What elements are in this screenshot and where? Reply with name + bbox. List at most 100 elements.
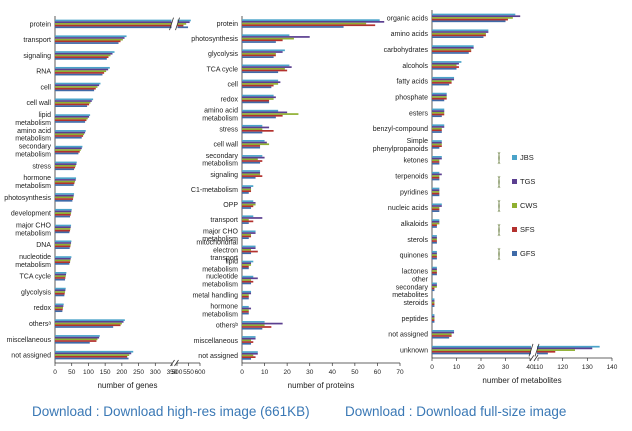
proteins-bar-cws [242, 309, 249, 312]
metabolites-bar-sfs [432, 145, 442, 148]
metabolites-bar-sfs [432, 82, 452, 84]
genes-bar-tgs [55, 194, 74, 197]
metabolites-bar-sfs [432, 256, 437, 258]
proteins-bar-jbs [242, 336, 256, 338]
genes-bar-jbs [55, 82, 101, 85]
metabolites-axis-break-mark [533, 354, 539, 362]
genes-bar-tgs [55, 163, 77, 165]
metabolites-bar-sfs [432, 161, 440, 163]
metabolites-bar-tgs [432, 126, 445, 128]
proteins-bar-sfs [242, 280, 254, 283]
genes-x-tick-label: 0 [53, 369, 57, 376]
proteins-bar-jbs [242, 155, 263, 157]
proteins-bar-tgs [242, 20, 385, 23]
proteins-bar-cws [242, 248, 252, 251]
genes-bar-gfs [55, 42, 119, 44]
genes-bar-gfs [55, 310, 63, 313]
proteins-bar-cws [242, 354, 254, 357]
metabolites-bar-gfs [432, 226, 437, 228]
proteins-bar-sfs [242, 160, 263, 162]
proteins-bar-tgs [242, 217, 263, 219]
proteins-bar-gfs [242, 71, 279, 74]
genes-bar-cws [55, 133, 85, 136]
metabolites-category-label: esters [409, 110, 429, 117]
metabolites-category-label: phosphate [395, 94, 428, 101]
proteins-category-label: metal handling [192, 293, 238, 300]
genes-x-tick-label: 150 [100, 369, 111, 376]
metabolites-bar-tgs [432, 189, 440, 192]
genes-category-label: stress [32, 163, 51, 170]
metabolites-bar-tgs [432, 46, 474, 49]
proteins-bar-sfs [242, 205, 254, 208]
genes-bar-cws [55, 149, 81, 151]
genes-bar-sfs [55, 355, 128, 358]
metabolites-bar-cws [432, 285, 437, 288]
proteins-bar-sfs [242, 190, 252, 193]
metabolites-category-label: steroids [403, 300, 428, 307]
genes-bar-jbs [55, 35, 127, 38]
proteins-bar-cws [242, 98, 274, 100]
proteins-bar-gfs [242, 131, 263, 134]
proteins-category-label: signaling [210, 172, 238, 179]
metabolites-category-label: secondary [396, 284, 429, 291]
proteins-bar-sfs [242, 145, 261, 147]
metabolites-bar-sfs [432, 240, 437, 242]
genes-bar-tgs [55, 37, 125, 39]
genes-bar-sfs [55, 182, 75, 185]
metabolites-bar-gfs [432, 336, 450, 339]
proteins-bar-gfs [242, 176, 256, 179]
genes-bar-sfs [55, 56, 109, 58]
metabolites-x-tick-label: 0 [430, 364, 434, 371]
metabolites-bar-gfs [432, 305, 435, 307]
metabolites-bar-tgs [432, 15, 521, 18]
genes-bar-sfs [55, 245, 71, 248]
genes-bar-sfs [55, 40, 121, 43]
genes-bar-jbs [55, 161, 77, 164]
proteins-bar-cws [242, 279, 252, 281]
proteins-bar-tgs [242, 322, 283, 325]
genes-bar-jbs [55, 272, 67, 274]
proteins-bar-jbs [242, 230, 256, 233]
proteins-bar-cws [242, 22, 367, 25]
proteins-bar-gfs [242, 267, 249, 270]
genes-bar-tgs [55, 352, 132, 355]
metabolites-category-label: alcohols [402, 63, 428, 70]
genes-bar-sfs [55, 24, 184, 27]
download-full-size-link[interactable]: Download : Download full-size image [345, 404, 567, 419]
metabolites-bar-sfs [432, 34, 486, 37]
proteins-category-label: redox [220, 96, 238, 103]
genes-x-tick-label: 300 [150, 369, 161, 376]
proteins-x-tick-label: 10 [261, 369, 269, 376]
genes-category-label: miscellaneous [7, 337, 52, 344]
genes-category-label: TCA cycle [19, 274, 51, 281]
genes-category-label: secondary [19, 144, 52, 151]
legend-swatch-sfs [512, 227, 517, 232]
genes-category-label: development [11, 211, 51, 218]
genes-axis-break-mark [174, 359, 179, 367]
genes-bar-cws [55, 291, 66, 293]
proteins-bar-tgs [242, 111, 288, 114]
genes-bar-tgs [55, 242, 72, 244]
proteins-category-label: protein [217, 21, 239, 28]
metabolites-bar-sfs [432, 192, 440, 195]
genes-bar-jbs [55, 51, 115, 53]
proteins-category-label: transport [210, 255, 238, 262]
genes-category-label: cell wall [26, 100, 51, 107]
download-high-res-link[interactable]: Download : Download high-res image (661K… [32, 404, 310, 419]
genes-bar-cws [55, 228, 71, 230]
genes-bar-cws [55, 86, 98, 88]
genes-bar-break-mark [169, 17, 174, 31]
metabolites-category-label: fatty acids [396, 79, 428, 86]
proteins-bar-sfs [242, 235, 252, 238]
genes-bar-gfs [55, 73, 103, 76]
proteins-category-label: not assigned [198, 353, 238, 360]
metabolites-bar-jbs [432, 187, 440, 190]
metabolites-x-tick-label: 10 [453, 364, 461, 371]
metabolites-category-label: nucleic acids [388, 205, 429, 212]
proteins-bar-jbs [242, 34, 290, 37]
proteins-bar-gfs [242, 237, 249, 240]
proteins-bar-cws [242, 83, 279, 85]
genes-x-tick-label: 50 [68, 369, 76, 376]
metabolites-category-label: benzyl-compound [373, 126, 428, 133]
